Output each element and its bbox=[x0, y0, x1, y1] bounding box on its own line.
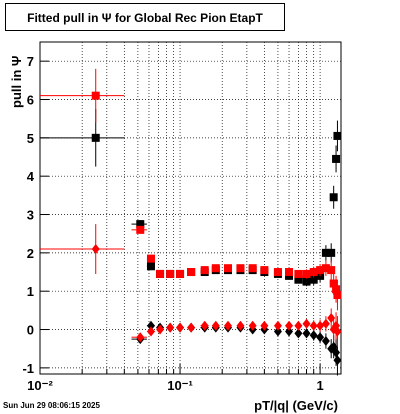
marker bbox=[136, 332, 145, 343]
marker bbox=[146, 254, 155, 263]
marker bbox=[285, 268, 294, 277]
y-tick-label: 3 bbox=[27, 208, 34, 223]
marker bbox=[327, 248, 336, 257]
marker bbox=[333, 355, 342, 366]
marker bbox=[302, 269, 311, 278]
marker bbox=[332, 347, 341, 358]
marker bbox=[146, 320, 155, 331]
plot-area: 10⁻² 10⁻¹ 1 -1 0 1 2 3 4 5 6 7 bbox=[22, 41, 342, 393]
marker bbox=[146, 326, 155, 337]
y-tick-label: 7 bbox=[27, 54, 34, 69]
marker bbox=[333, 291, 342, 300]
marker bbox=[309, 320, 318, 331]
marker bbox=[248, 320, 257, 331]
marker bbox=[294, 269, 303, 278]
y-tick-label: 4 bbox=[27, 169, 35, 184]
y-tick-label: 0 bbox=[27, 323, 34, 338]
marker bbox=[332, 154, 341, 163]
y-tick-label: -1 bbox=[22, 361, 34, 376]
marker bbox=[321, 336, 330, 347]
marker bbox=[91, 91, 100, 100]
x-tick-label: 10⁻² bbox=[27, 378, 53, 393]
plot-frame bbox=[39, 41, 342, 375]
marker bbox=[156, 324, 165, 335]
y-tick-label: 2 bbox=[27, 246, 34, 261]
marker bbox=[176, 322, 185, 333]
marker bbox=[136, 225, 145, 234]
marker bbox=[211, 264, 220, 273]
marker bbox=[327, 266, 336, 275]
marker bbox=[302, 277, 311, 286]
marker bbox=[156, 269, 165, 278]
marker bbox=[309, 330, 318, 341]
marker bbox=[248, 264, 257, 273]
marker bbox=[294, 320, 303, 331]
marker bbox=[329, 279, 338, 288]
y-tick-label: 1 bbox=[27, 284, 34, 299]
x-tick-label: 1 bbox=[316, 378, 323, 393]
marker bbox=[166, 269, 175, 278]
timestamp: Sun Jun 29 08:06:15 2025 bbox=[3, 401, 100, 410]
marker bbox=[321, 248, 330, 257]
marker bbox=[273, 320, 282, 331]
marker bbox=[309, 268, 318, 277]
marker bbox=[236, 264, 245, 273]
marker bbox=[309, 275, 318, 284]
marker bbox=[333, 131, 342, 140]
marker bbox=[316, 266, 325, 275]
marker bbox=[329, 193, 338, 202]
marker bbox=[224, 320, 233, 331]
marker bbox=[224, 264, 233, 273]
marker bbox=[273, 268, 282, 277]
marker bbox=[273, 326, 282, 337]
marker bbox=[285, 326, 294, 337]
marker bbox=[200, 266, 209, 275]
marker bbox=[316, 320, 325, 331]
marker bbox=[236, 320, 245, 331]
marker bbox=[91, 133, 100, 142]
marker bbox=[294, 328, 303, 339]
y-axis-label: pull in Ψ bbox=[9, 56, 24, 108]
marker bbox=[302, 318, 311, 329]
marker bbox=[146, 262, 155, 271]
y-tick-label: 5 bbox=[27, 131, 34, 146]
marker bbox=[294, 275, 303, 284]
marker bbox=[321, 264, 330, 273]
marker bbox=[187, 268, 196, 277]
x-tick-label: 10⁻¹ bbox=[167, 378, 193, 393]
title-box bbox=[5, 3, 285, 31]
marker bbox=[260, 266, 269, 275]
marker bbox=[333, 326, 342, 337]
marker bbox=[316, 332, 325, 343]
marker bbox=[302, 328, 311, 339]
y-tick-label: 6 bbox=[27, 93, 34, 108]
marker bbox=[176, 269, 185, 278]
marker bbox=[260, 320, 269, 331]
marker bbox=[91, 244, 100, 255]
marker bbox=[166, 322, 175, 333]
chart-title: Fitted pull in Ψ for Global Rec Pion Eta… bbox=[27, 11, 263, 25]
marker bbox=[136, 220, 145, 229]
marker bbox=[321, 318, 330, 329]
x-axis-label: pT/|q| (GeV/c) bbox=[254, 398, 338, 413]
marker bbox=[332, 285, 341, 294]
marker bbox=[211, 320, 220, 331]
marker bbox=[285, 320, 294, 331]
marker bbox=[187, 322, 196, 333]
marker bbox=[200, 320, 209, 331]
